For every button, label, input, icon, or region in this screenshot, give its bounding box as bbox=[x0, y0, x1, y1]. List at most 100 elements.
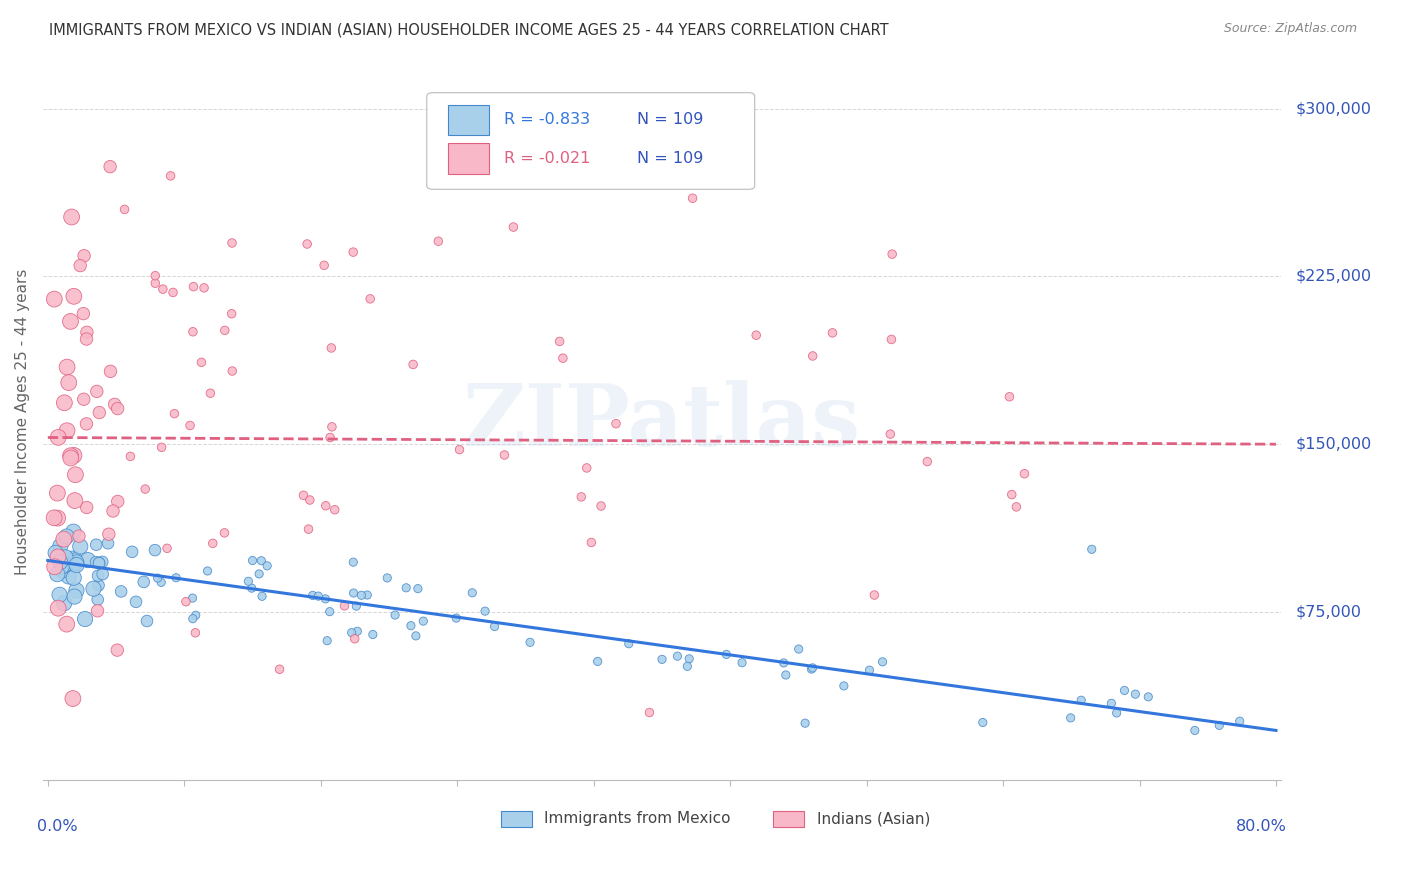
Point bbox=[107, 401, 129, 416]
Point bbox=[62, 524, 84, 539]
Point bbox=[256, 558, 278, 573]
Point bbox=[731, 656, 754, 670]
Point bbox=[73, 249, 96, 263]
Point bbox=[63, 289, 86, 303]
Point bbox=[150, 575, 173, 590]
Point bbox=[716, 648, 738, 662]
Point bbox=[55, 617, 77, 632]
Point bbox=[179, 418, 201, 433]
Point bbox=[242, 553, 264, 567]
Point bbox=[821, 326, 844, 340]
Point bbox=[444, 611, 467, 625]
Point bbox=[197, 564, 219, 578]
Point bbox=[63, 590, 86, 604]
Point bbox=[321, 341, 343, 355]
Point bbox=[56, 424, 79, 438]
Point bbox=[76, 500, 98, 515]
Text: $150,000: $150,000 bbox=[1295, 437, 1372, 451]
Point bbox=[63, 449, 86, 463]
Point bbox=[190, 355, 212, 369]
Point bbox=[879, 427, 901, 442]
Point bbox=[105, 643, 128, 657]
Point bbox=[75, 612, 97, 626]
Point bbox=[880, 333, 903, 347]
Point bbox=[872, 655, 894, 669]
Point bbox=[221, 364, 243, 378]
Point bbox=[318, 605, 340, 619]
Point bbox=[666, 649, 689, 664]
Point bbox=[76, 332, 98, 346]
Point bbox=[772, 656, 794, 670]
Text: 80.0%: 80.0% bbox=[1236, 819, 1286, 834]
Text: IMMIGRANTS FROM MEXICO VS INDIAN (ASIAN) HOUSEHOLDER INCOME AGES 25 - 44 YEARS C: IMMIGRANTS FROM MEXICO VS INDIAN (ASIAN)… bbox=[49, 22, 889, 37]
Point bbox=[69, 259, 91, 273]
Point bbox=[143, 543, 166, 558]
Point bbox=[75, 417, 97, 431]
Point bbox=[461, 586, 484, 600]
Point bbox=[1229, 714, 1251, 729]
Point bbox=[292, 488, 315, 502]
Point bbox=[82, 582, 104, 596]
Point bbox=[519, 635, 541, 649]
Point bbox=[48, 588, 70, 602]
Point bbox=[163, 407, 186, 421]
Point bbox=[350, 588, 373, 602]
Point bbox=[342, 245, 364, 260]
Point bbox=[107, 494, 129, 508]
Point bbox=[56, 360, 79, 375]
Point bbox=[136, 614, 159, 628]
Point bbox=[101, 504, 124, 518]
Point bbox=[314, 258, 336, 272]
Point bbox=[55, 550, 77, 565]
Point bbox=[181, 325, 204, 339]
Point bbox=[77, 553, 100, 567]
Point bbox=[87, 569, 110, 583]
Point bbox=[1184, 723, 1206, 738]
Point bbox=[301, 589, 323, 603]
Point bbox=[72, 307, 94, 321]
Point bbox=[314, 591, 336, 606]
Point bbox=[67, 529, 90, 543]
Point bbox=[502, 220, 524, 235]
Point bbox=[125, 595, 148, 609]
Point bbox=[972, 715, 994, 730]
Point bbox=[316, 633, 339, 648]
Point bbox=[63, 558, 86, 572]
Text: $225,000: $225,000 bbox=[1295, 269, 1372, 284]
Point bbox=[146, 571, 169, 585]
Point bbox=[87, 578, 110, 592]
Point bbox=[238, 574, 260, 589]
Point bbox=[569, 490, 592, 504]
Point bbox=[787, 642, 810, 657]
Text: $75,000: $75,000 bbox=[1295, 605, 1361, 619]
Point bbox=[801, 349, 824, 363]
Point bbox=[110, 584, 132, 599]
Point bbox=[343, 632, 366, 646]
Point bbox=[832, 679, 855, 693]
Point bbox=[858, 663, 880, 677]
Point bbox=[297, 522, 319, 536]
Point bbox=[214, 323, 236, 337]
Point bbox=[97, 536, 120, 550]
Point bbox=[51, 559, 73, 574]
Point bbox=[159, 169, 181, 183]
Point bbox=[193, 281, 215, 295]
Point bbox=[295, 237, 318, 252]
Point bbox=[63, 493, 86, 508]
Point bbox=[46, 511, 69, 525]
Point bbox=[46, 601, 69, 615]
FancyBboxPatch shape bbox=[449, 144, 489, 174]
Point bbox=[427, 234, 450, 248]
Point bbox=[65, 553, 87, 567]
Point bbox=[1060, 711, 1083, 725]
Point bbox=[676, 659, 699, 673]
Point bbox=[181, 612, 204, 626]
Point bbox=[58, 569, 80, 583]
Point bbox=[333, 599, 356, 613]
Point bbox=[91, 567, 114, 582]
Point bbox=[474, 604, 496, 618]
FancyBboxPatch shape bbox=[449, 105, 489, 135]
Point bbox=[200, 386, 222, 401]
Point bbox=[250, 554, 273, 568]
Point bbox=[575, 461, 598, 475]
